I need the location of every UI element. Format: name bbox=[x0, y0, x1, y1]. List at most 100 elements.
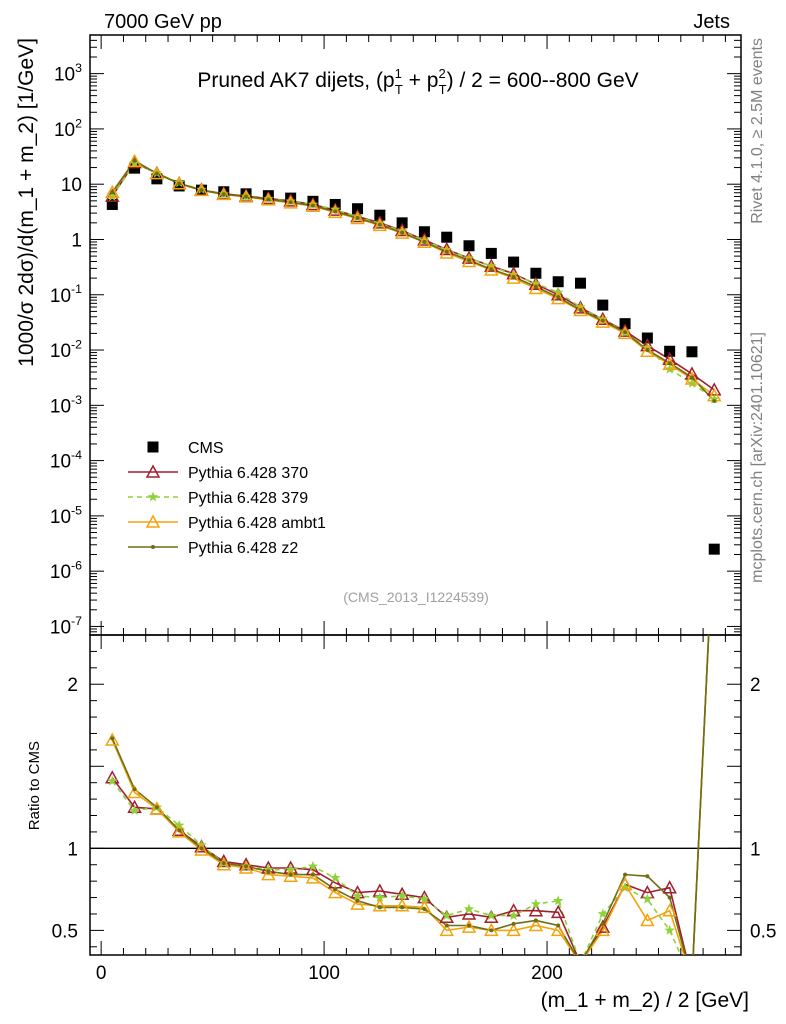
ratio-point-z2 bbox=[690, 978, 694, 982]
main-point-cms bbox=[418, 226, 430, 238]
main-ytick-label: 102 bbox=[54, 116, 82, 141]
main-ytick-label: 10-3 bbox=[50, 393, 82, 418]
main-point-cms bbox=[396, 217, 408, 229]
title-post: ) / 2 = 600--800 GeV bbox=[447, 69, 639, 92]
ratio-ytick-label-right: 1 bbox=[750, 839, 761, 860]
main-line-p370 bbox=[111, 161, 715, 391]
ratio-point-p379 bbox=[664, 924, 675, 935]
main-ytick-label: 10-5 bbox=[50, 503, 82, 528]
ratio-point-ambt1 bbox=[350, 896, 365, 910]
ratio-ytick-label-left: 0.5 bbox=[52, 921, 78, 942]
ratio-point-p379 bbox=[330, 872, 341, 883]
main-point-z2 bbox=[623, 330, 628, 335]
ratio-point-p370 bbox=[216, 853, 232, 868]
ratio-point-z2 bbox=[556, 923, 561, 928]
ratio-point-z2 bbox=[444, 923, 449, 928]
xtick-label: 100 bbox=[308, 963, 340, 984]
ratio-point-z2 bbox=[645, 874, 650, 879]
ratio-point-p379 bbox=[553, 895, 564, 906]
main-point-z2 bbox=[154, 171, 159, 176]
main-point-ambt1 bbox=[149, 166, 165, 180]
main-point-p370 bbox=[573, 300, 588, 314]
main-point-z2 bbox=[221, 192, 226, 197]
ratio-point-p379 bbox=[419, 893, 430, 904]
main-point-z2 bbox=[667, 361, 672, 366]
ratio-point-z2 bbox=[422, 907, 427, 912]
main-point-z2 bbox=[333, 209, 338, 214]
main-point-z2 bbox=[177, 181, 182, 186]
main-point-cms bbox=[552, 276, 564, 288]
main-point-z2 bbox=[645, 348, 650, 353]
ratio-point-ambt1 bbox=[640, 912, 655, 927]
main-point-p379 bbox=[709, 393, 720, 404]
ratio-point-z2 bbox=[288, 872, 293, 877]
main-point-p379 bbox=[330, 203, 341, 214]
ratio-clipped-group bbox=[105, 635, 710, 984]
main-ytick-label: 10-4 bbox=[50, 448, 82, 473]
main-series-group bbox=[105, 153, 722, 555]
ratio-point-z2 bbox=[199, 846, 204, 851]
xtick-label: 200 bbox=[531, 963, 563, 984]
main-point-ambt1 bbox=[394, 225, 410, 239]
main-point-ambt1 bbox=[171, 176, 187, 190]
ratio-point-p379 bbox=[129, 805, 140, 815]
ratio-ytick-label-left: 1 bbox=[67, 839, 78, 860]
main-point-z2 bbox=[110, 190, 115, 195]
ratio-point-p379 bbox=[486, 910, 497, 921]
ratio-line-z2 bbox=[111, 635, 710, 955]
ratio-point-p379 bbox=[687, 974, 698, 984]
main-point-z2 bbox=[422, 240, 427, 245]
ratio-point-p370 bbox=[662, 880, 677, 894]
ratio-ylabel: Ratio to CMS bbox=[26, 741, 43, 830]
main-ytick-label: 103 bbox=[54, 61, 82, 86]
legend-marker-cms bbox=[147, 441, 159, 453]
ratio-point-ambt1 bbox=[283, 868, 298, 882]
ratio-point-ambt1 bbox=[305, 870, 321, 884]
main-ytick-label: 10 bbox=[61, 175, 82, 196]
ratio-point-ambt1 bbox=[194, 842, 209, 856]
main-point-p379 bbox=[107, 191, 118, 201]
legend-marker-p379 bbox=[147, 491, 159, 502]
ratio-point-z2 bbox=[511, 921, 516, 926]
main-point-z2 bbox=[467, 258, 472, 263]
ratio-point-ambt1 bbox=[261, 867, 276, 881]
ratio-point-p379 bbox=[597, 908, 608, 919]
main-ytick-label: 10-6 bbox=[50, 559, 82, 584]
main-point-cms bbox=[374, 209, 386, 221]
title-sup2: 2 bbox=[438, 66, 445, 81]
ratio-point-z2 bbox=[355, 898, 360, 903]
main-point-ambt1 bbox=[484, 262, 499, 276]
main-point-z2 bbox=[355, 215, 360, 220]
ratio-point-z2 bbox=[467, 923, 472, 928]
main-point-cms bbox=[664, 345, 676, 357]
main-point-p379 bbox=[441, 244, 452, 255]
main-point-ambt1 bbox=[640, 343, 655, 358]
ratio-panel-frame bbox=[89, 634, 742, 956]
ratio-point-p379 bbox=[463, 903, 475, 914]
main-point-ambt1 bbox=[662, 356, 677, 371]
main-point-z2 bbox=[132, 158, 137, 163]
main-point-ambt1 bbox=[283, 195, 298, 209]
ratio-point-p370 bbox=[461, 906, 477, 920]
main-axis-ticks: 10-7 10-6 10-5 10-4 10-3 10-2 10-1 1 10 102 103 bbox=[50, 34, 741, 638]
header-right: Jets bbox=[693, 11, 730, 33]
ratio-point-z2 bbox=[266, 869, 271, 874]
main-point-ambt1 bbox=[595, 314, 611, 328]
ratio-point-p379 bbox=[530, 898, 542, 909]
title-sub2: T bbox=[439, 82, 447, 97]
ratio-point-p379 bbox=[508, 910, 519, 921]
main-point-ambt1 bbox=[305, 198, 321, 212]
main-point-p379 bbox=[463, 252, 475, 263]
main-point-z2 bbox=[400, 230, 405, 235]
main-line-z2 bbox=[111, 159, 715, 402]
ratio-point-z2 bbox=[244, 864, 249, 869]
legend-marker-ambt1 bbox=[145, 514, 161, 528]
main-point-ambt1 bbox=[573, 302, 588, 317]
main-point-cms bbox=[173, 180, 185, 192]
ratio-ytick-label-right: 2 bbox=[750, 675, 761, 696]
main-point-p370 bbox=[550, 287, 566, 301]
main-point-ambt1 bbox=[617, 325, 633, 340]
title-mid: + p bbox=[403, 69, 439, 92]
main-point-z2 bbox=[689, 375, 694, 380]
ratio-point-p379 bbox=[575, 958, 586, 968]
